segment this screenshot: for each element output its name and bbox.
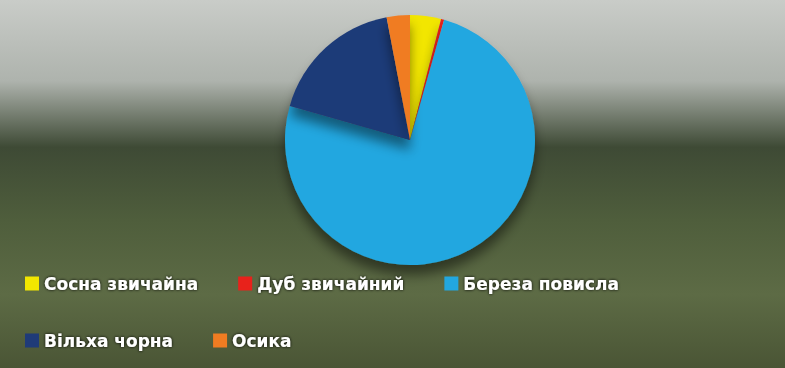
svg-text:Береза повисла: Береза повисла (463, 274, 619, 294)
svg-text:Осика: Осика (232, 331, 291, 351)
svg-text:Вільха чорна: Вільха чорна (44, 331, 173, 351)
svg-text:Дуб звичайний: Дуб звичайний (257, 274, 404, 294)
svg-text:Сосна звичайна: Сосна звичайна (44, 274, 198, 294)
